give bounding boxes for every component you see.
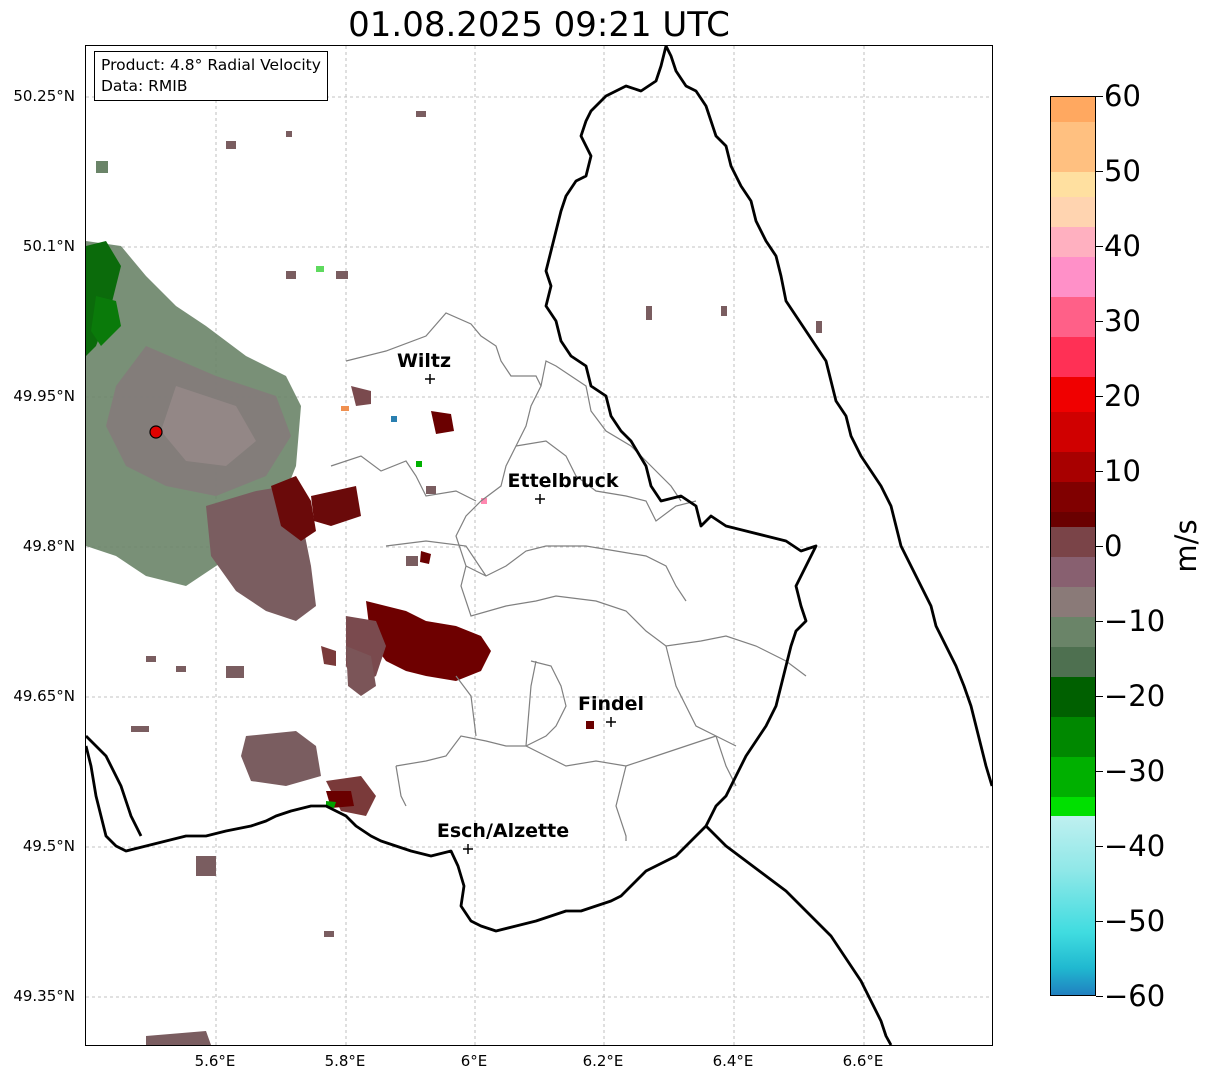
city-label-ettelbruck: Ettelbruck (507, 470, 619, 492)
colorbar-tick-mark (1096, 246, 1103, 247)
district-boundaries (330, 312, 807, 841)
lon-label: 6.2°E (582, 1052, 624, 1070)
colorbar-tick-label: −60 (1104, 979, 1166, 1013)
city-label-findel: Findel (577, 693, 645, 715)
colorbar-tick-label: −40 (1104, 829, 1166, 863)
colorbar-tick-mark (1096, 171, 1103, 172)
colorbar-tick-label: −20 (1104, 679, 1166, 713)
lat-label: 49.95°N (13, 387, 75, 405)
lon-label: 5.6°E (194, 1052, 236, 1070)
colorbar-tick-label: −30 (1104, 754, 1166, 788)
colorbar-tick-mark (1096, 96, 1103, 97)
colorbar-tick-mark (1096, 771, 1103, 772)
colorbar-tick-mark (1096, 846, 1103, 847)
colorbar-tick-mark (1096, 471, 1103, 472)
lon-label: 5.8°E (324, 1052, 366, 1070)
colorbar-tick-mark (1096, 396, 1103, 397)
colorbar-tick-label: 40 (1104, 229, 1141, 263)
colorbar-tick-label: 0 (1104, 529, 1123, 563)
city-label-esch-alzette: Esch/Alzette (436, 820, 570, 842)
colorbar-tick-mark (1096, 696, 1103, 697)
radar-echoes (86, 111, 822, 1045)
colorbar-tick-mark (1096, 546, 1103, 547)
colorbar-tick-mark (1096, 996, 1103, 997)
lon-label: 6.6°E (842, 1052, 884, 1070)
colorbar-tick-label: 30 (1104, 304, 1141, 338)
product-info-box: Product: 4.8° Radial Velocity Data: RMIB (94, 51, 328, 101)
colorbar-tick-label: −10 (1104, 604, 1166, 638)
map-title: 01.08.2025 09:21 UTC (348, 5, 730, 45)
country-border (86, 46, 992, 1045)
colorbar-negative-section (1051, 816, 1095, 995)
colorbar-tick-label: 10 (1104, 454, 1141, 488)
colorbar-tick-mark (1096, 921, 1103, 922)
lat-label: 49.65°N (13, 687, 75, 705)
lat-label: 50.1°N (22, 237, 75, 255)
radar-map[interactable] (85, 45, 993, 1046)
velocity-colorbar (1050, 96, 1096, 996)
lat-label: 50.25°N (13, 87, 75, 105)
radar-site-marker (149, 425, 163, 439)
colorbar-tick-mark (1096, 321, 1103, 322)
lon-label: 6°E (460, 1052, 488, 1070)
colorbar-tick-label: 20 (1104, 379, 1141, 413)
colorbar-gradient (1051, 97, 1095, 897)
colorbar-tick-label: −50 (1104, 904, 1166, 938)
colorbar-tick-label: 60 (1104, 79, 1141, 113)
city-label-wiltz: Wiltz (396, 350, 452, 372)
city-markers (425, 374, 616, 854)
lon-label: 6.4°E (712, 1052, 754, 1070)
lat-label: 49.35°N (13, 987, 75, 1005)
map-canvas (86, 46, 992, 1045)
colorbar-unit-label: m/s (1169, 519, 1203, 573)
product-label: Product: 4.8° Radial Velocity (101, 56, 321, 74)
data-source-label: Data: RMIB (101, 77, 188, 95)
lat-label: 49.8°N (22, 537, 75, 555)
colorbar-tick-mark (1096, 621, 1103, 622)
colorbar-tick-label: 50 (1104, 154, 1141, 188)
lat-label: 49.5°N (22, 837, 75, 855)
